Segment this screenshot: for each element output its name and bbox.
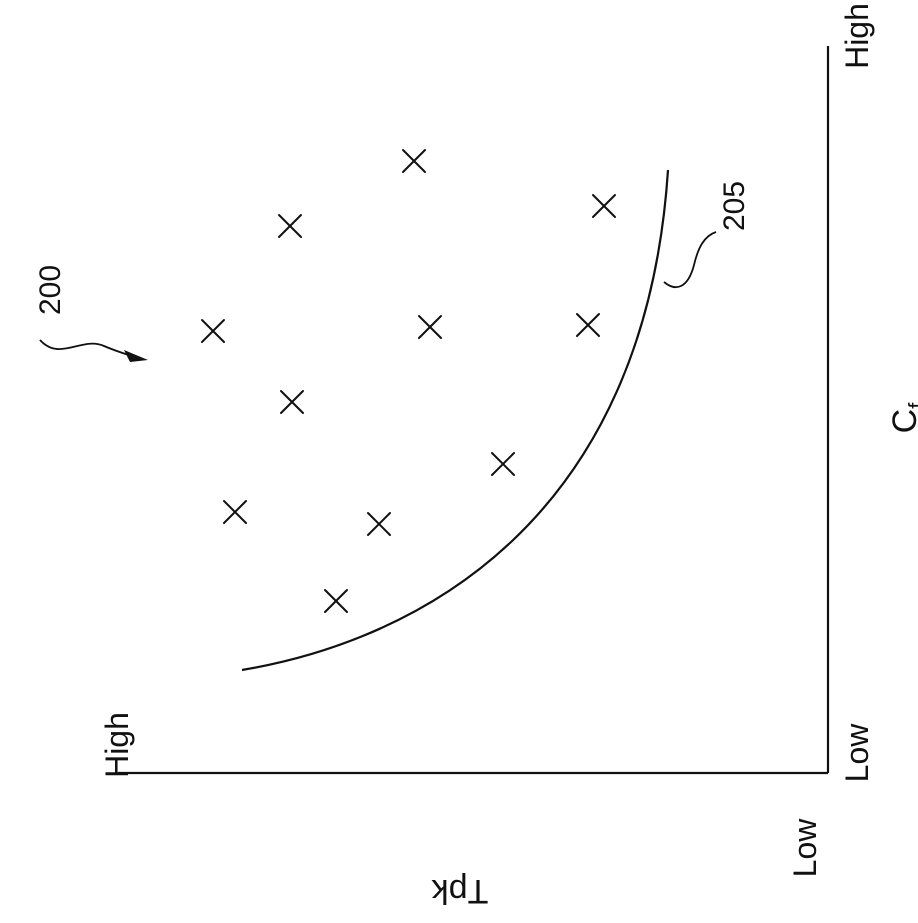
data-point-marker <box>491 452 515 476</box>
data-point-marker <box>402 149 426 173</box>
data-point-marker <box>278 214 302 238</box>
figure-ref-arrow <box>39 339 139 359</box>
data-point-marker <box>367 512 391 536</box>
data-point-marker <box>223 500 247 524</box>
marker-group <box>201 149 616 613</box>
data-point-marker <box>576 313 600 337</box>
figure-ref-label: 200 <box>34 265 67 315</box>
tpk-axis-title: Tpk <box>431 872 489 910</box>
curve-ref-label: 205 <box>718 181 751 231</box>
cf-high-label: High <box>839 3 875 69</box>
data-point-marker <box>592 194 616 218</box>
cf-low-label: Low <box>839 723 875 783</box>
cf-axis-title-main: C <box>886 409 918 434</box>
data-point-marker <box>280 390 304 414</box>
data-point-marker <box>324 589 348 613</box>
figure-ref-arrowhead <box>124 350 148 362</box>
cf-axis-title-sub: f <box>904 402 918 409</box>
tpk-low-label: Low <box>787 818 823 878</box>
boundary-curve <box>241 169 670 672</box>
data-point-marker <box>418 315 442 339</box>
cf-axis-title: Cf <box>886 402 918 434</box>
curve-ref-leader <box>663 231 717 288</box>
tpk-high-label: High <box>99 712 135 778</box>
data-point-marker <box>201 319 225 343</box>
